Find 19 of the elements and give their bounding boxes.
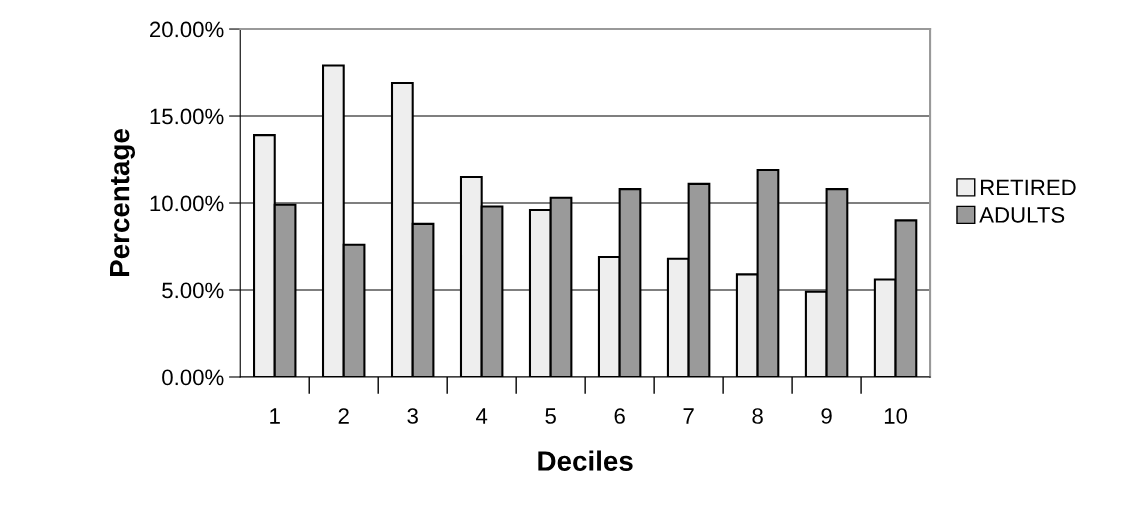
- x-tick-label: 10: [884, 408, 908, 424]
- x-tick-label: 3: [407, 408, 418, 424]
- x-tick-label: 4: [476, 408, 488, 424]
- x-tick-label: 2: [338, 408, 349, 424]
- y-tick-label: 5.00%: [162, 282, 224, 299]
- x-tick-label: 9: [821, 408, 832, 424]
- y-tick-label: 10.00%: [150, 195, 224, 212]
- legend-label: ADULTS: [979, 207, 1065, 223]
- legend-label: RETIRED: [981, 179, 1076, 196]
- y-tick-label: 20.00%: [150, 21, 224, 38]
- y-tick-label: 0.00%: [162, 369, 224, 386]
- y-axis-title: Percentage: [110, 129, 136, 277]
- x-tick-label: 7: [683, 408, 694, 424]
- x-tick-label: 8: [752, 408, 763, 424]
- x-tick-label: 1: [270, 408, 280, 424]
- x-tick-label: 6: [614, 408, 625, 424]
- y-tick-label: 15.00%: [150, 108, 224, 125]
- x-axis-title: Deciles: [538, 450, 633, 471]
- x-tick-label: 5: [545, 408, 556, 424]
